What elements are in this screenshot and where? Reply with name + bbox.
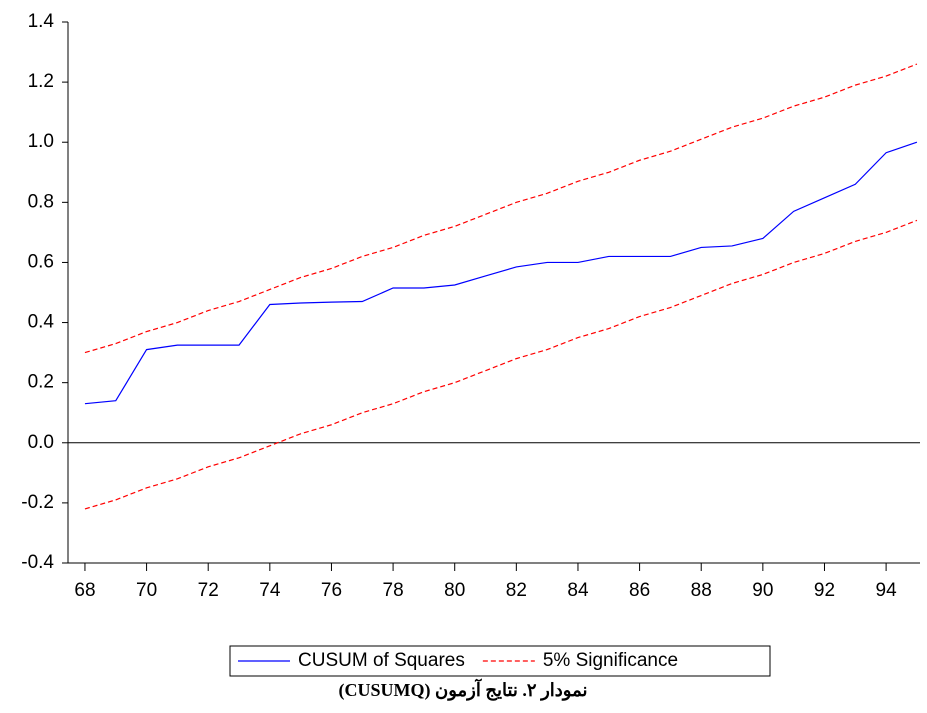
y-tick-label: 0.0	[28, 432, 54, 453]
x-tick-label: 74	[259, 580, 281, 601]
x-tick-label: 82	[506, 580, 527, 601]
y-tick-label: 1.2	[28, 71, 54, 92]
x-tick-label: 88	[691, 580, 712, 601]
x-tick-label: 92	[814, 580, 835, 601]
legend: CUSUM of Squares 5% Significance	[238, 650, 678, 671]
y-tick-label: 1.0	[28, 131, 54, 152]
legend-label: CUSUM of Squares	[298, 650, 465, 671]
y-tick-label: 0.8	[28, 191, 54, 212]
x-tick-label: 68	[74, 580, 95, 601]
x-tick-label: 78	[383, 580, 404, 601]
y-tick-label: -0.4	[21, 552, 54, 573]
x-tick-label: 70	[136, 580, 157, 601]
y-tick-label: 0.4	[28, 312, 55, 333]
legend-box	[229, 645, 771, 677]
x-tick-label: 80	[444, 580, 465, 601]
x-tick-label: 76	[321, 580, 342, 601]
series-line	[84, 63, 918, 354]
series-line	[84, 219, 918, 510]
x-tick-label: 94	[876, 580, 898, 601]
y-tick-label: 0.6	[28, 251, 54, 272]
x-tick-label: 86	[629, 580, 650, 601]
y-tick-label: -0.2	[21, 492, 54, 513]
legend-label: 5% Significance	[543, 650, 678, 671]
y-tick-label: 1.4	[28, 11, 55, 32]
series-line	[84, 141, 918, 405]
caption: نمودار ۲. نتایج آزمون (CUSUMQ)	[338, 678, 587, 701]
y-tick-label: 0.2	[28, 372, 54, 393]
x-tick-label: 84	[567, 580, 589, 601]
x-tick-label: 90	[752, 580, 773, 601]
x-tick-label: 72	[198, 580, 219, 601]
